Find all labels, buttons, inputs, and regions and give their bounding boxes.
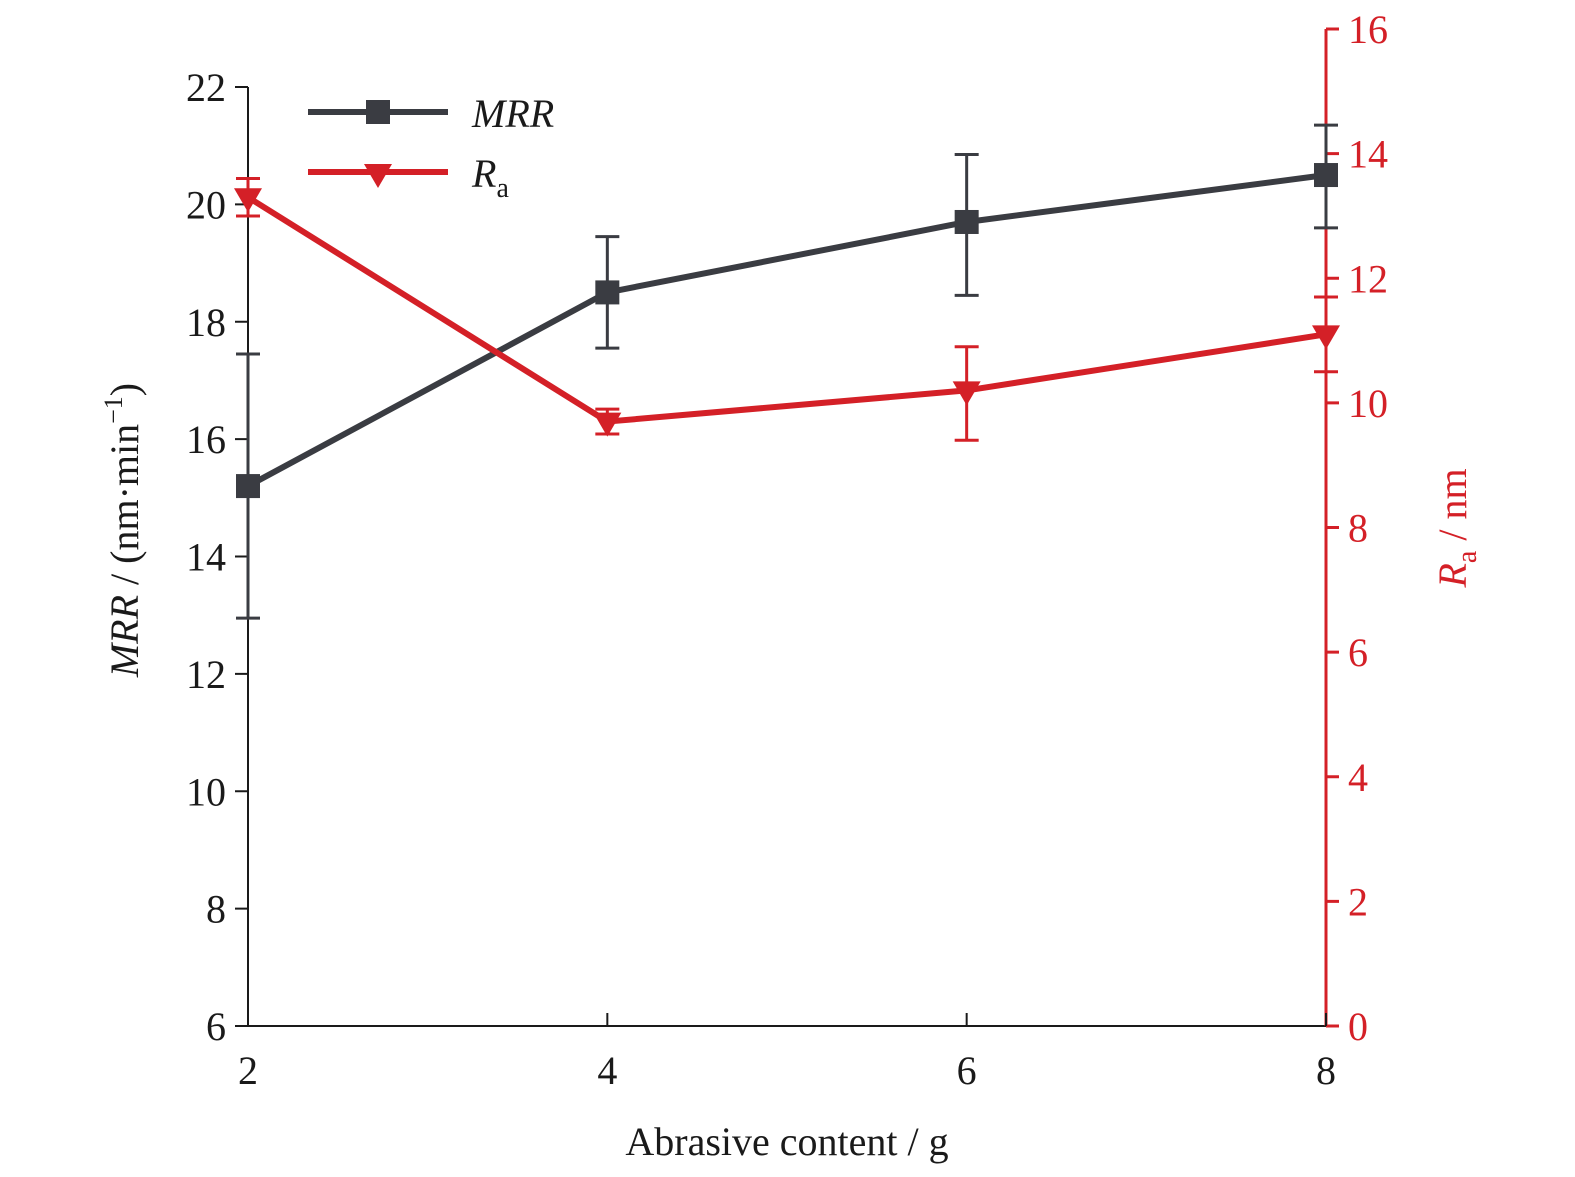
left-axis-title: MRR / (nm·min−1) bbox=[99, 383, 147, 678]
right-tick-label: 16 bbox=[1348, 7, 1388, 52]
right-axis-ticks: 0 2 4 6 8 10 12 14 16 bbox=[1326, 7, 1388, 1049]
left-axis-title-italic: MRR bbox=[102, 595, 147, 678]
x-tick-label: 2 bbox=[238, 1048, 258, 1093]
x-tick-label: 8 bbox=[1316, 1048, 1336, 1093]
left-axis-ticks: 6 8 10 12 14 16 18 20 22 bbox=[186, 65, 248, 1049]
legend-ra-label-sub: a bbox=[496, 173, 509, 204]
data-point-marker bbox=[595, 280, 620, 305]
left-tick-label: 8 bbox=[206, 887, 226, 932]
series-layer bbox=[234, 123, 1340, 620]
right-axis-title-rest: / nm bbox=[1430, 468, 1475, 550]
left-tick-label: 12 bbox=[186, 652, 226, 697]
series-line bbox=[246, 172, 1327, 489]
series-line bbox=[246, 194, 1327, 425]
right-axis-title-italic: R bbox=[1430, 563, 1475, 588]
right-tick-label: 6 bbox=[1348, 630, 1368, 675]
x-tick-label: 4 bbox=[597, 1048, 617, 1093]
left-axis-title-sup: −1 bbox=[99, 396, 128, 424]
left-tick-label: 10 bbox=[186, 769, 226, 814]
left-tick-label: 18 bbox=[186, 300, 226, 345]
x-axis-ticks: 2 4 6 8 bbox=[238, 1013, 1336, 1093]
legend-mrr-label: MRR bbox=[471, 91, 554, 136]
right-tick-label: 12 bbox=[1348, 256, 1388, 301]
right-axis-title-sub: a bbox=[1452, 550, 1483, 563]
left-axis-title-close: ) bbox=[102, 383, 147, 396]
legend: MRR Ra bbox=[308, 91, 554, 204]
right-tick-label: 4 bbox=[1348, 755, 1368, 800]
data-point-marker bbox=[234, 188, 262, 213]
data-point-marker bbox=[593, 412, 622, 437]
legend-ra-label: Ra bbox=[471, 151, 509, 204]
right-tick-label: 8 bbox=[1348, 506, 1368, 551]
left-tick-label: 6 bbox=[206, 1004, 226, 1049]
data-point-marker bbox=[1312, 325, 1340, 350]
data-point-marker bbox=[1314, 163, 1338, 188]
data-point-marker bbox=[952, 381, 981, 406]
x-axis-title: Abrasive content / g bbox=[625, 1119, 948, 1164]
left-tick-label: 16 bbox=[186, 417, 226, 462]
axes bbox=[247, 29, 1328, 1027]
right-tick-label: 0 bbox=[1348, 1004, 1368, 1049]
series-1 bbox=[234, 177, 1340, 442]
data-point-marker bbox=[236, 474, 260, 499]
legend-mrr-marker bbox=[366, 100, 390, 124]
legend-ra-label-italic: R bbox=[471, 151, 496, 196]
left-tick-label: 14 bbox=[186, 535, 226, 580]
left-tick-label: 20 bbox=[186, 182, 226, 227]
right-tick-label: 2 bbox=[1348, 879, 1368, 924]
right-axis-title: Ra / nm bbox=[1430, 468, 1483, 588]
right-tick-label: 10 bbox=[1348, 381, 1388, 426]
left-tick-label: 22 bbox=[186, 65, 226, 110]
x-tick-label: 6 bbox=[957, 1048, 977, 1093]
right-tick-label: 14 bbox=[1348, 132, 1388, 177]
left-axis-title-rest: / (nm·min bbox=[102, 424, 147, 595]
series-0 bbox=[236, 123, 1338, 620]
data-point-marker bbox=[954, 209, 979, 234]
legend-ra-marker bbox=[364, 164, 392, 188]
